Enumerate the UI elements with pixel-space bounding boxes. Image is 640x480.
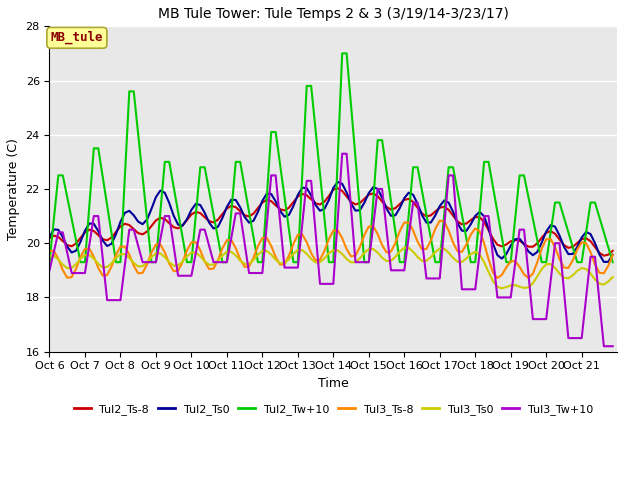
- Line: Tul3_Tw+10: Tul3_Tw+10: [49, 154, 612, 346]
- Tul2_Ts0: [587, 231, 595, 237]
- Tul2_Ts0: [254, 209, 262, 215]
- Tul2_Ts-8: [600, 253, 608, 259]
- Tul2_Tw+10: [534, 238, 541, 243]
- Text: MB_tule: MB_tule: [51, 31, 103, 45]
- Tul3_Tw+10: [183, 273, 191, 278]
- Tul3_Ts-8: [436, 218, 444, 224]
- Tul2_Tw+10: [45, 259, 53, 265]
- X-axis label: Time: Time: [318, 377, 349, 390]
- Tul3_Ts-8: [591, 262, 599, 267]
- Tul2_Ts0: [183, 216, 191, 222]
- Tul3_Ts0: [401, 245, 408, 251]
- Tul2_Tw+10: [609, 259, 616, 265]
- Tul3_Ts0: [45, 253, 53, 259]
- Tul3_Tw+10: [339, 151, 346, 156]
- Tul3_Ts0: [609, 274, 616, 280]
- Tul3_Ts0: [339, 251, 346, 257]
- Tul3_Tw+10: [254, 270, 262, 276]
- Tul2_Ts-8: [587, 239, 595, 244]
- Tul3_Tw+10: [276, 218, 284, 224]
- Tul2_Ts0: [534, 249, 541, 255]
- Tul2_Ts0: [609, 252, 616, 258]
- Tul2_Ts-8: [183, 217, 191, 223]
- Tul3_Ts-8: [493, 275, 501, 281]
- Line: Tul3_Ts0: Tul3_Ts0: [49, 248, 612, 288]
- Tul2_Tw+10: [587, 200, 595, 205]
- Tul2_Ts-8: [609, 248, 616, 253]
- Tul3_Tw+10: [534, 316, 541, 322]
- Tul3_Ts0: [591, 276, 599, 282]
- Tul2_Tw+10: [276, 162, 284, 168]
- Tul3_Ts0: [254, 252, 262, 258]
- Tul3_Ts-8: [254, 243, 262, 249]
- Tul3_Tw+10: [343, 151, 351, 156]
- Y-axis label: Temperature (C): Temperature (C): [7, 138, 20, 240]
- Tul3_Tw+10: [45, 267, 53, 273]
- Tul2_Ts-8: [343, 193, 351, 199]
- Tul3_Tw+10: [587, 254, 595, 260]
- Tul2_Ts-8: [254, 205, 262, 211]
- Tul2_Ts0: [600, 259, 608, 265]
- Tul2_Ts0: [45, 234, 53, 240]
- Tul3_Ts0: [538, 266, 546, 272]
- Tul2_Tw+10: [183, 259, 191, 265]
- Tul3_Ts0: [498, 286, 506, 291]
- Tul2_Ts0: [334, 179, 342, 185]
- Tul2_Ts0: [276, 208, 284, 214]
- Tul3_Ts-8: [339, 235, 346, 241]
- Tul3_Tw+10: [609, 343, 616, 349]
- Title: MB Tule Tower: Tule Temps 2 & 3 (3/19/14-3/23/17): MB Tule Tower: Tule Temps 2 & 3 (3/19/14…: [158, 7, 509, 21]
- Tul2_Ts-8: [334, 185, 342, 191]
- Line: Tul2_Tw+10: Tul2_Tw+10: [49, 53, 612, 262]
- Tul3_Tw+10: [600, 343, 608, 349]
- Tul3_Ts0: [183, 253, 191, 259]
- Tul2_Tw+10: [254, 259, 262, 265]
- Line: Tul2_Ts-8: Tul2_Ts-8: [49, 188, 612, 256]
- Tul2_Ts0: [343, 190, 351, 195]
- Tul3_Ts-8: [538, 246, 546, 252]
- Tul3_Ts-8: [609, 252, 616, 258]
- Tul2_Tw+10: [343, 50, 351, 56]
- Tul2_Tw+10: [339, 50, 346, 56]
- Tul2_Ts-8: [276, 206, 284, 212]
- Tul2_Ts-8: [45, 236, 53, 241]
- Tul3_Ts-8: [45, 248, 53, 254]
- Tul3_Ts-8: [183, 248, 191, 253]
- Line: Tul3_Ts-8: Tul3_Ts-8: [49, 221, 612, 278]
- Tul3_Ts-8: [276, 262, 284, 267]
- Tul3_Ts0: [276, 260, 284, 266]
- Tul2_Ts-8: [534, 240, 541, 246]
- Line: Tul2_Ts0: Tul2_Ts0: [49, 182, 612, 262]
- Legend: Tul2_Ts-8, Tul2_Ts0, Tul2_Tw+10, Tul3_Ts-8, Tul3_Ts0, Tul3_Tw+10: Tul2_Ts-8, Tul2_Ts0, Tul2_Tw+10, Tul3_Ts…: [69, 399, 597, 420]
